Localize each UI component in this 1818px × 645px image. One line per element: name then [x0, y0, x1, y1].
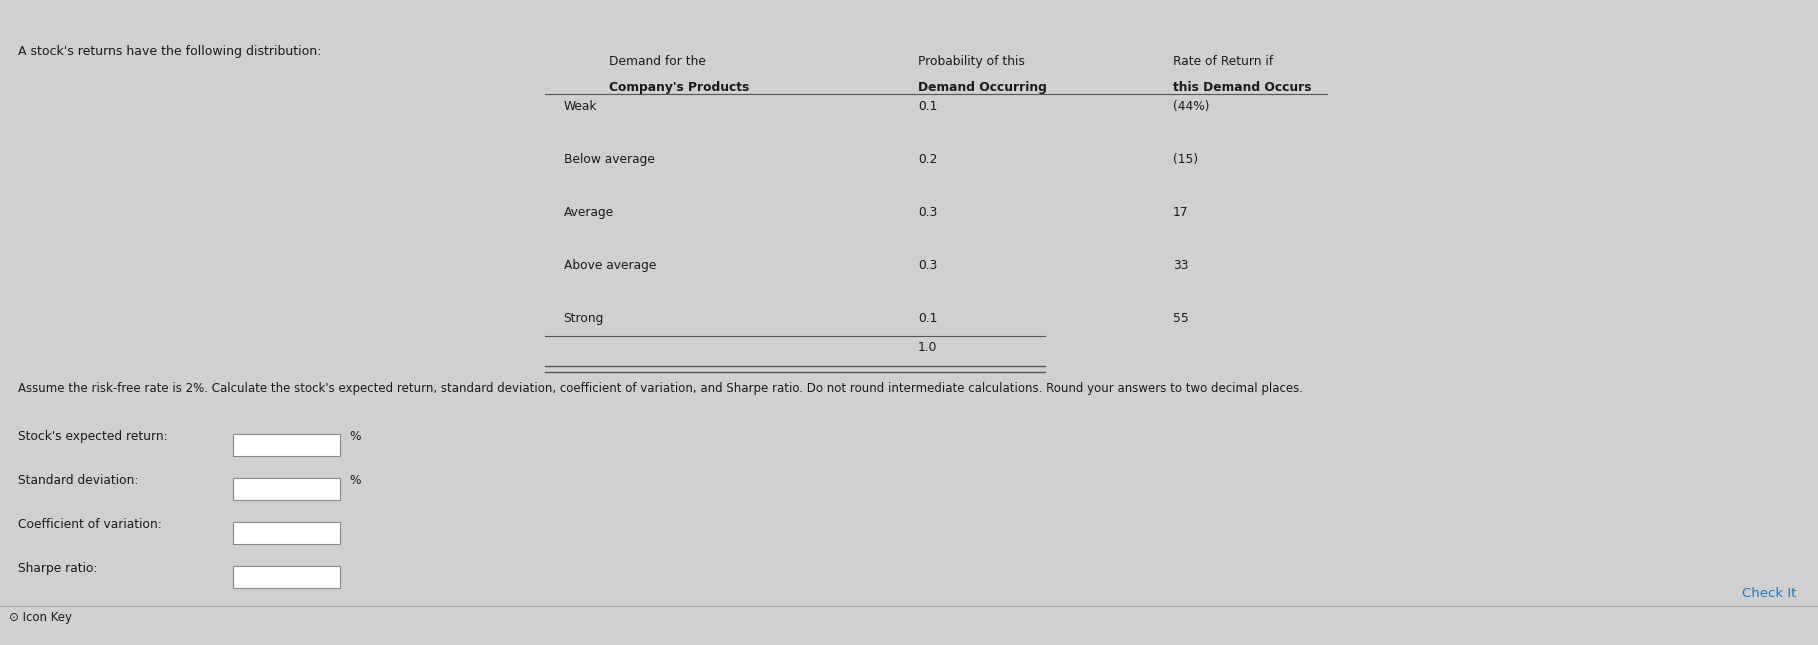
Text: A stock's returns have the following distribution:: A stock's returns have the following dis…: [18, 45, 322, 58]
Text: Strong: Strong: [564, 312, 604, 324]
Text: Below average: Below average: [564, 153, 654, 166]
Text: (44%): (44%): [1173, 100, 1209, 113]
Text: Average: Average: [564, 206, 614, 219]
Text: Company's Products: Company's Products: [609, 81, 749, 94]
Text: 0.1: 0.1: [918, 100, 938, 113]
Text: Check It: Check It: [1742, 587, 1796, 600]
FancyBboxPatch shape: [233, 434, 340, 456]
Text: Weak: Weak: [564, 100, 596, 113]
Text: Rate of Return if: Rate of Return if: [1173, 55, 1273, 68]
Text: (15): (15): [1173, 153, 1198, 166]
Text: Sharpe ratio:: Sharpe ratio:: [18, 562, 98, 575]
Text: 0.2: 0.2: [918, 153, 938, 166]
Text: 0.3: 0.3: [918, 206, 938, 219]
Text: Coefficient of variation:: Coefficient of variation:: [18, 518, 162, 531]
Text: Assume the risk-free rate is 2%. Calculate the stock's expected return, standard: Assume the risk-free rate is 2%. Calcula…: [18, 382, 1304, 395]
FancyBboxPatch shape: [233, 566, 340, 588]
Text: Demand for the: Demand for the: [609, 55, 705, 68]
Text: 17: 17: [1173, 206, 1189, 219]
FancyBboxPatch shape: [233, 478, 340, 500]
Text: 0.3: 0.3: [918, 259, 938, 272]
Text: Above average: Above average: [564, 259, 656, 272]
Text: Standard deviation:: Standard deviation:: [18, 474, 138, 487]
FancyBboxPatch shape: [233, 522, 340, 544]
Text: 0.1: 0.1: [918, 312, 938, 324]
Text: this Demand Occurs: this Demand Occurs: [1173, 81, 1311, 94]
Text: %: %: [349, 430, 360, 443]
Text: %: %: [349, 474, 360, 487]
Text: Probability of this: Probability of this: [918, 55, 1025, 68]
Text: ⊙ Icon Key: ⊙ Icon Key: [9, 611, 73, 624]
Text: 1.0: 1.0: [918, 341, 938, 354]
Text: 33: 33: [1173, 259, 1189, 272]
Text: Demand Occurring: Demand Occurring: [918, 81, 1047, 94]
Text: Stock's expected return:: Stock's expected return:: [18, 430, 167, 443]
Text: 55: 55: [1173, 312, 1189, 324]
